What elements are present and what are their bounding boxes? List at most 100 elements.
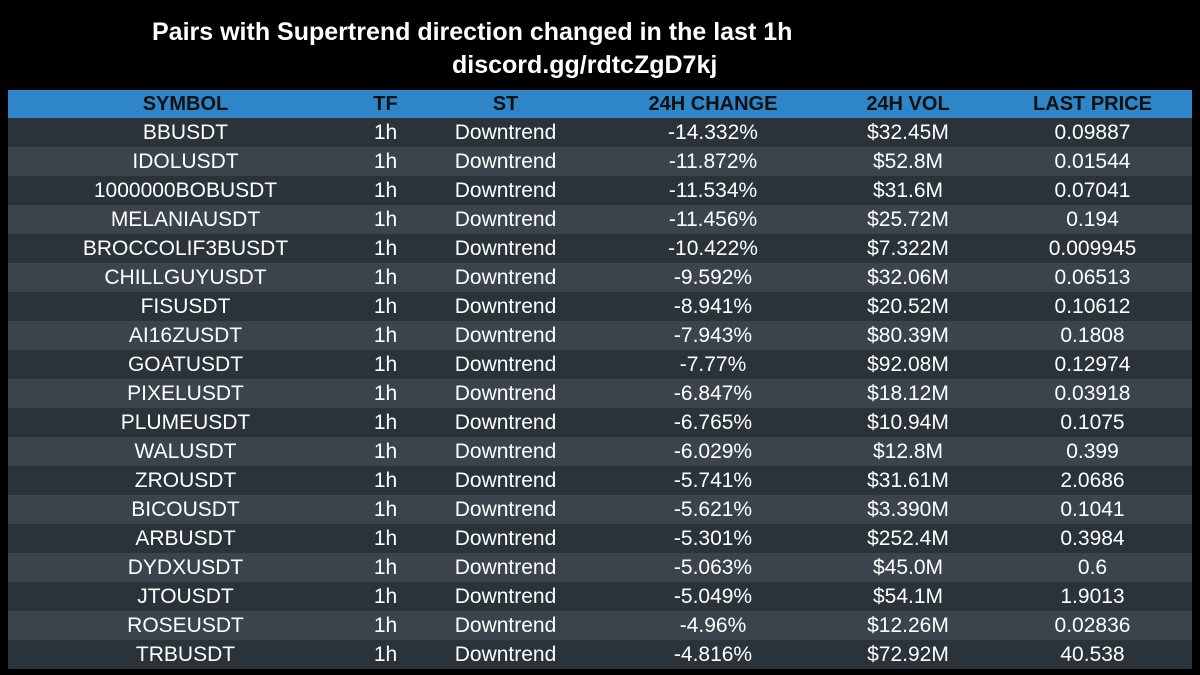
- page-title: Pairs with Supertrend direction changed …: [152, 18, 793, 46]
- cell-st: Downtrend: [454, 353, 557, 376]
- cell-24h-change: -5.621%: [673, 498, 753, 521]
- table-row: TRBUSDT 1h Downtrend -4.816% $72.92M 40.538: [8, 640, 1192, 669]
- cell-tf: 1h: [373, 353, 398, 376]
- cell-st: Downtrend: [454, 208, 557, 231]
- discord-link[interactable]: discord.gg/rdtcZgD7kj: [452, 51, 718, 79]
- cell-st: Downtrend: [454, 527, 557, 550]
- cell-st: Downtrend: [454, 614, 557, 637]
- cell-tf: 1h: [373, 179, 398, 202]
- cell-24h-change: -5.049%: [673, 585, 753, 608]
- cell-symbol: BROCCOLIF3BUSDT: [82, 237, 289, 260]
- cell-last-price: 0.07041: [1054, 179, 1131, 202]
- cell-last-price: 0.009945: [1048, 237, 1137, 260]
- cell-24h-change: -11.534%: [668, 179, 758, 202]
- cell-tf: 1h: [373, 556, 398, 579]
- table-row: CHILLGUYUSDT 1h Downtrend -9.592% $32.06M 0.0…: [8, 263, 1192, 292]
- cell-24h-vol: $32.45M: [867, 121, 949, 144]
- cell-tf: 1h: [373, 527, 398, 550]
- cell-st: Downtrend: [454, 179, 557, 202]
- cell-tf: 1h: [373, 208, 398, 231]
- table-row: PLUMEUSDT 1h Downtrend -6.765% $10.94M 0.1075: [8, 408, 1192, 437]
- cell-24h-change: -10.422%: [668, 237, 758, 260]
- cell-last-price: 0.02836: [1054, 614, 1131, 637]
- cell-st: Downtrend: [454, 121, 557, 144]
- cell-24h-vol: $20.52M: [867, 295, 949, 318]
- cell-st: Downtrend: [454, 295, 557, 318]
- table-row: AI16ZUSDT 1h Downtrend -7.943% $80.39M 0.1808: [8, 321, 1192, 350]
- cell-24h-change: -8.941%: [673, 295, 753, 318]
- cell-24h-vol: $3.390M: [867, 498, 949, 521]
- cell-24h-change: -6.029%: [673, 440, 753, 463]
- table-row: PIXELUSDT 1h Downtrend -6.847% $18.12M 0.0391…: [8, 379, 1192, 408]
- cell-st: Downtrend: [454, 498, 557, 521]
- table-row: BBUSDT 1h Downtrend -14.332% $32.45M 0.09887: [8, 118, 1192, 147]
- cell-st: Downtrend: [454, 440, 557, 463]
- cell-24h-vol: $31.6M: [872, 179, 944, 202]
- cell-tf: 1h: [373, 440, 398, 463]
- cell-last-price: 2.0686: [1060, 469, 1125, 492]
- cell-symbol: ZROUSDT: [134, 469, 237, 492]
- table-row: ROSEUSDT 1h Downtrend -4.96% $12.26M 0.02836: [8, 611, 1192, 640]
- cell-tf: 1h: [373, 498, 398, 521]
- cell-24h-change: -14.332%: [668, 121, 758, 144]
- cell-tf: 1h: [373, 411, 398, 434]
- cell-symbol: FISUSDT: [140, 295, 231, 318]
- cell-symbol: MELANIAUSDT: [110, 208, 261, 231]
- table-row: WALUSDT 1h Downtrend -6.029% $12.8M 0.399: [8, 437, 1192, 466]
- cell-symbol: PLUMEUSDT: [120, 411, 251, 434]
- cell-24h-change: -4.96%: [679, 614, 747, 637]
- cell-tf: 1h: [373, 382, 398, 405]
- cell-symbol: ARBUSDT: [135, 527, 236, 550]
- cell-symbol: GOATUSDT: [127, 353, 244, 376]
- cell-last-price: 0.10612: [1054, 295, 1131, 318]
- cell-tf: 1h: [373, 266, 398, 289]
- cell-symbol: PIXELUSDT: [127, 382, 244, 405]
- header-symbol: SYMBOL: [142, 93, 229, 115]
- cell-symbol: DYDXUSDT: [127, 556, 244, 579]
- cell-24h-change: -11.872%: [668, 150, 758, 173]
- cell-24h-change: -11.456%: [668, 208, 758, 231]
- cell-24h-vol: $7.322M: [867, 237, 949, 260]
- cell-symbol: JTOUSDT: [137, 585, 234, 608]
- cell-st: Downtrend: [454, 266, 557, 289]
- header-tf: TF: [373, 93, 398, 115]
- cell-24h-vol: $252.4M: [867, 527, 949, 550]
- cell-24h-change: -4.816%: [673, 643, 753, 666]
- cell-24h-vol: $12.26M: [867, 614, 949, 637]
- table-row: ZROUSDT 1h Downtrend -5.741% $31.61M 2.0686: [8, 466, 1192, 495]
- cell-last-price: 40.538: [1060, 643, 1125, 666]
- cell-24h-vol: $32.06M: [867, 266, 949, 289]
- table-header: SYMBOL TF ST 24H CHANGE 24H VOL LAST PRI…: [8, 90, 1192, 118]
- cell-st: Downtrend: [454, 382, 557, 405]
- cell-24h-change: -7.943%: [673, 324, 753, 347]
- table-row: IDOLUSDT 1h Downtrend -11.872% $52.8M 0.01544: [8, 147, 1192, 176]
- cell-st: Downtrend: [454, 469, 557, 492]
- cell-last-price: 1.9013: [1060, 585, 1125, 608]
- table-row: FISUSDT 1h Downtrend -8.941% $20.52M 0.10612: [8, 292, 1192, 321]
- cell-24h-vol: $31.61M: [867, 469, 949, 492]
- cell-tf: 1h: [373, 237, 398, 260]
- table-row: BICOUSDT 1h Downtrend -5.621% $3.390M 0.1041: [8, 495, 1192, 524]
- cell-24h-change: -5.301%: [673, 527, 753, 550]
- cell-symbol: CHILLGUYUSDT: [104, 266, 267, 289]
- cell-tf: 1h: [373, 295, 398, 318]
- cell-symbol: AI16ZUSDT: [128, 324, 243, 347]
- cell-tf: 1h: [373, 121, 398, 144]
- header-st: ST: [492, 93, 519, 115]
- cell-24h-change: -9.592%: [673, 266, 753, 289]
- cell-24h-vol: $18.12M: [867, 382, 949, 405]
- table-row: 1000000BOBUSDT 1h Downtrend -11.534% $31.6M 0…: [8, 176, 1192, 205]
- cell-tf: 1h: [373, 469, 398, 492]
- cell-st: Downtrend: [454, 643, 557, 666]
- cell-symbol: 1000000BOBUSDT: [93, 179, 278, 202]
- cell-tf: 1h: [373, 150, 398, 173]
- cell-tf: 1h: [373, 643, 398, 666]
- cell-last-price: 0.399: [1066, 440, 1119, 463]
- cell-last-price: 0.1808: [1060, 324, 1125, 347]
- cell-symbol: WALUSDT: [134, 440, 237, 463]
- cell-24h-change: -5.063%: [673, 556, 753, 579]
- pairs-table: SYMBOL TF ST 24H CHANGE 24H VOL LAST PRI…: [8, 90, 1192, 669]
- cell-tf: 1h: [373, 324, 398, 347]
- cell-24h-vol: $12.8M: [872, 440, 944, 463]
- cell-st: Downtrend: [454, 237, 557, 260]
